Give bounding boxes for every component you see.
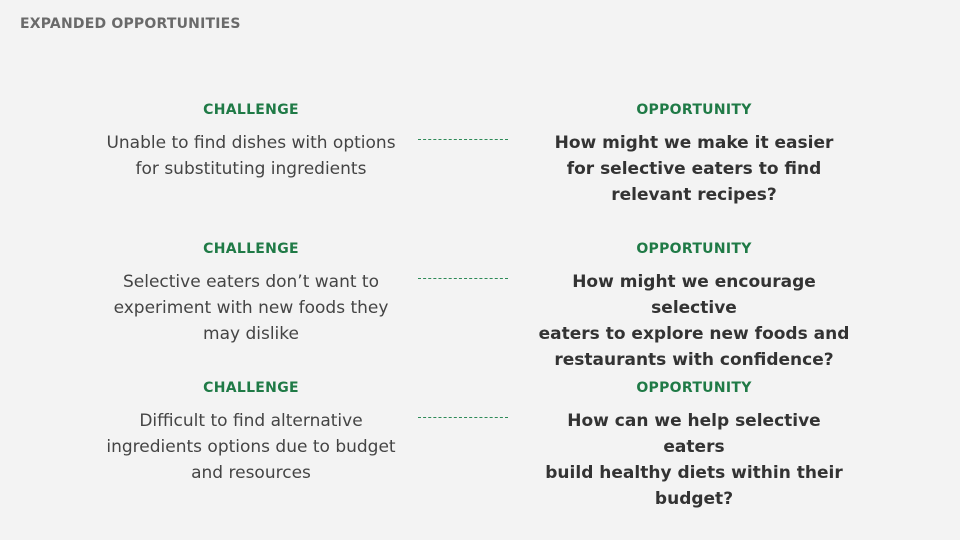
dashed-connector <box>418 417 508 418</box>
challenge-text: Unable to find dishes with options for s… <box>106 133 396 179</box>
challenge-text: Selective eaters don’t want to experimen… <box>113 272 389 344</box>
challenge-label: CHALLENGE <box>203 241 299 257</box>
challenge-opportunity-row: CHALLENGE Difficult to find alternative … <box>0 378 960 509</box>
dashed-connector <box>418 278 508 279</box>
challenge-opportunity-row: CHALLENGE Unable to find dishes with opt… <box>0 100 960 230</box>
opportunity-label: OPPORTUNITY <box>636 380 752 396</box>
opportunity-text: How might we encourage selective eaters … <box>538 272 850 370</box>
opportunity-text: How might we make it easier for selectiv… <box>554 133 834 205</box>
challenge-label: CHALLENGE <box>203 102 299 118</box>
challenge-text: Difficult to find alternative ingredient… <box>106 411 396 483</box>
challenge-opportunity-row: CHALLENGE Selective eaters don’t want to… <box>0 239 960 370</box>
opportunity-label: OPPORTUNITY <box>636 102 752 118</box>
page-title: EXPANDED OPPORTUNITIES <box>20 16 241 32</box>
dashed-connector <box>418 139 508 140</box>
opportunity-text: How can we help selective eaters build h… <box>545 411 843 509</box>
opportunity-label: OPPORTUNITY <box>636 241 752 257</box>
challenge-label: CHALLENGE <box>203 380 299 396</box>
